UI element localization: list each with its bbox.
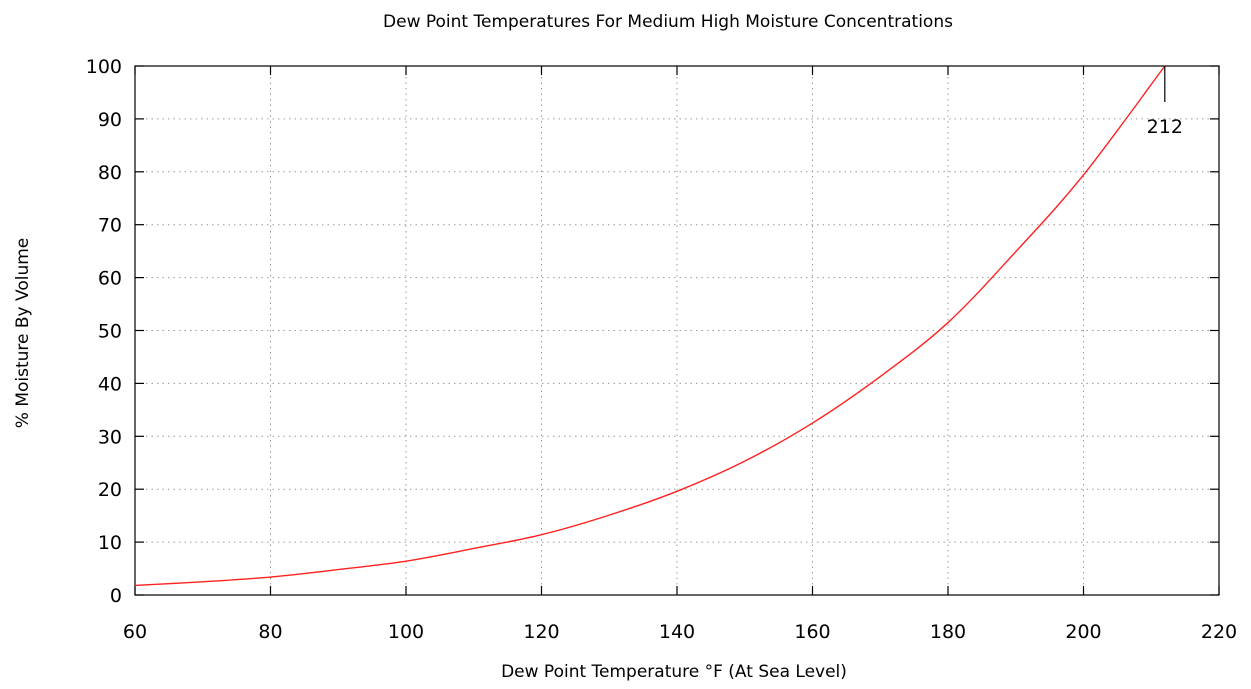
y-tick-label: 20: [98, 479, 122, 501]
annotation-layer: 212: [1147, 66, 1183, 138]
x-tick-label: 120: [523, 621, 559, 643]
y-tick-label: 0: [110, 585, 122, 607]
x-tick-labels: 60 80 100 120 140 160 180 200 220: [123, 621, 1237, 643]
x-tick-label: 200: [1065, 621, 1101, 643]
y-tick-label: 80: [98, 162, 122, 184]
x-tick-label: 140: [659, 621, 695, 643]
x-tick-label: 100: [388, 621, 424, 643]
x-tick-label: 180: [930, 621, 966, 643]
series-line: [134, 65, 1166, 587]
x-tick-label: 160: [794, 621, 830, 643]
y-tick-label: 100: [86, 56, 122, 78]
x-tick-label: 220: [1201, 621, 1237, 643]
axis-ticks: [134, 65, 1220, 596]
series-layer: [134, 65, 1166, 587]
y-tick-labels: 0 10 20 30 40 50 60 70 80 90 100: [86, 56, 122, 607]
grid: [135, 66, 1219, 595]
y-tick-label: 10: [98, 532, 122, 554]
y-tick-label: 70: [98, 215, 122, 237]
y-tick-label: 50: [98, 321, 122, 343]
y-tick-label: 90: [98, 109, 122, 131]
annotation-label: 212: [1147, 116, 1183, 138]
y-tick-label: 60: [98, 268, 122, 290]
y-tick-label: 30: [98, 426, 122, 448]
chart-title: Dew Point Temperatures For Medium High M…: [383, 12, 953, 32]
y-tick-label: 40: [98, 373, 122, 395]
x-tick-label: 80: [258, 621, 282, 643]
x-axis-label: Dew Point Temperature °F (At Sea Level): [501, 662, 847, 682]
y-axis-label: % Moisture By Volume: [13, 238, 33, 428]
x-tick-label: 60: [123, 621, 147, 643]
